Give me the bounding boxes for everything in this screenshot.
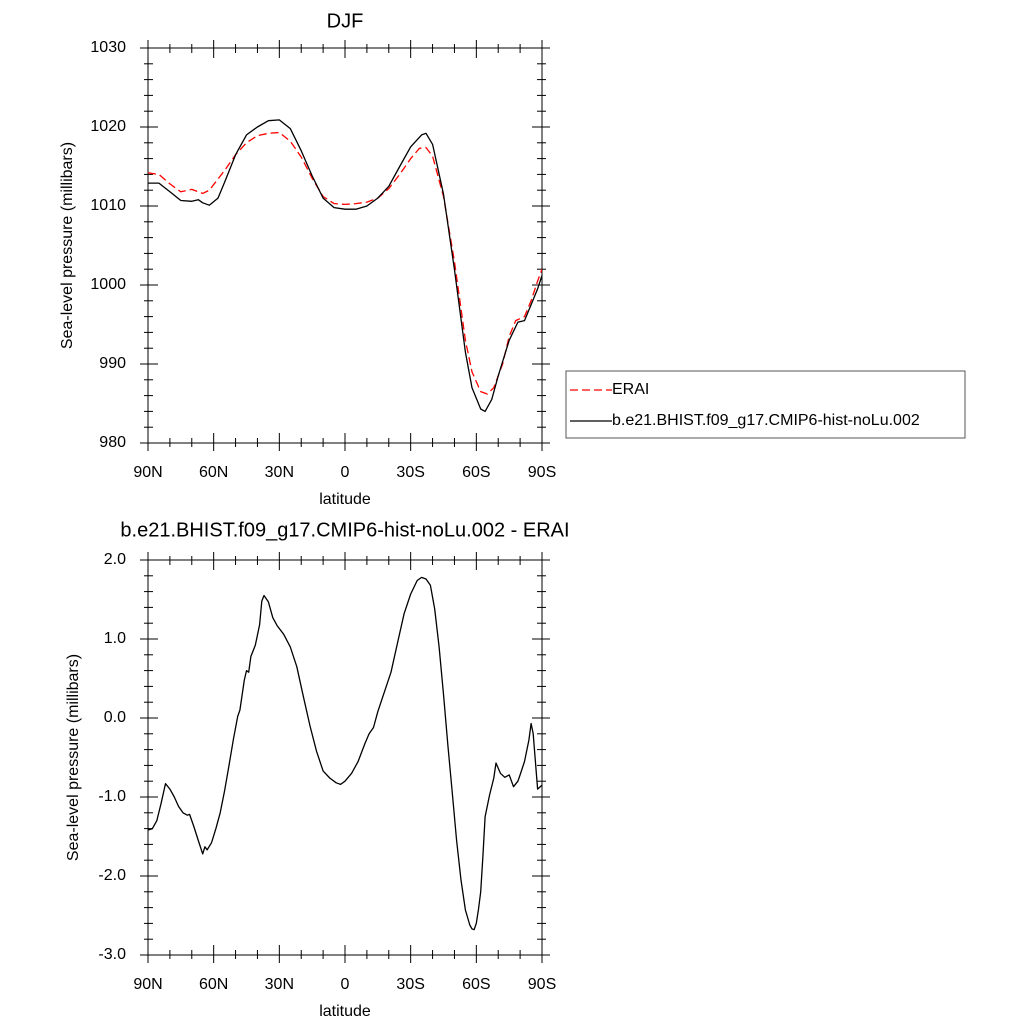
y-tick-label: 980 <box>99 434 126 451</box>
plot-frame <box>147 47 543 444</box>
y-tick-label: -2.0 <box>98 867 126 884</box>
y-tick-label: 1000 <box>90 276 126 293</box>
x-tick-label: 60S <box>462 464 490 481</box>
x-tick-label: 30N <box>265 464 294 481</box>
x-tick-label: 30S <box>396 464 424 481</box>
y-tick-label: 0.0 <box>104 709 126 726</box>
chart-panel-1: DJF 980 990 1000 1010 1020 1030 90N 60N 30N 0 30S 60… <box>59 10 966 508</box>
x-tick-label: 60N <box>199 976 228 993</box>
x-tick-label: 90N <box>133 976 162 993</box>
y-tick-label: 990 <box>99 355 126 372</box>
chart-title: DJF <box>327 10 364 32</box>
x-tick-label: 30N <box>265 976 294 993</box>
legend: ERAI b.e21.BHIST.f09_g17.CMIP6-hist-noLu.… <box>565 370 966 439</box>
y-tick-label: 2.0 <box>104 551 126 568</box>
x-axis-label: latitude <box>319 1003 371 1020</box>
x-tick-label: 90N <box>133 464 162 481</box>
chart-panel-2: b.e21.BHIST.f09_g17.CMIP6-hist-noLu.002 … <box>65 519 569 1020</box>
y-tick-label: 1030 <box>90 39 126 56</box>
series-line-b-e21-bhist-f09-g17-cmip6-hist-nolu-002 <box>148 119 542 413</box>
x-tick-label: 0 <box>341 464 350 481</box>
x-tick-label: 90S <box>528 976 556 993</box>
series-line-difference <box>148 576 542 931</box>
x-tick-label: 90S <box>528 464 556 481</box>
legend-label: b.e21.BHIST.f09_g17.CMIP6-hist-noLu.002 <box>612 412 920 429</box>
legend-label: ERAI <box>612 381 649 398</box>
legend-box <box>565 370 966 439</box>
y-axis-label: Sea-level pressure (millibars) <box>65 654 82 861</box>
y-tick-label: 1020 <box>90 118 126 135</box>
y-tick-label: -1.0 <box>98 788 126 805</box>
y-tick-label: 1.0 <box>104 630 126 647</box>
series-line-erai <box>148 131 542 395</box>
x-tick-label: 30S <box>396 976 424 993</box>
plot-frame <box>147 559 543 956</box>
y-tick-label: -3.0 <box>98 946 126 963</box>
x-tick-label: 60N <box>199 464 228 481</box>
x-tick-label: 60S <box>462 976 490 993</box>
x-axis-label: latitude <box>319 491 371 508</box>
y-axis-label: Sea-level pressure (millibars) <box>59 142 76 349</box>
y-tick-label: 1010 <box>90 197 126 214</box>
chart-title: b.e21.BHIST.f09_g17.CMIP6-hist-noLu.002 … <box>120 519 569 541</box>
x-tick-label: 0 <box>341 976 350 993</box>
